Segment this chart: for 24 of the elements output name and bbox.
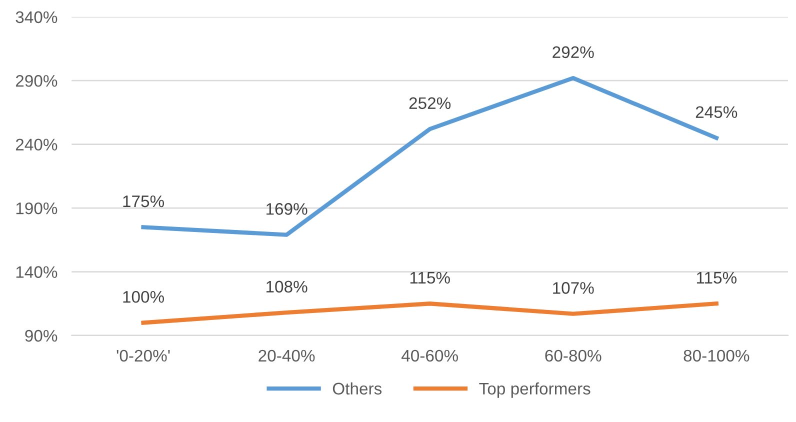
data-label: 292% <box>552 46 594 58</box>
data-label: 115% <box>410 272 450 284</box>
x-tick-label: '0-20%' <box>116 350 170 362</box>
data-label: 115% <box>696 272 737 284</box>
legend-label: Top performers <box>479 382 590 398</box>
x-tick-label: 40-60% <box>402 350 458 362</box>
y-tick-label: 90% <box>25 330 58 342</box>
y-tick-label: 340% <box>16 11 58 24</box>
y-tick-label: 140% <box>16 266 58 278</box>
x-tick-label: 60-80% <box>545 350 602 362</box>
data-label: 169% <box>266 203 308 215</box>
data-label: 100% <box>123 290 164 303</box>
data-label: 252% <box>409 97 451 110</box>
x-tick-label: 20-40% <box>258 350 315 362</box>
y-tick-label: 290% <box>16 75 58 87</box>
x-tick-label: 80-100% <box>684 350 750 362</box>
data-label: 107% <box>553 282 594 294</box>
y-tick-label: 240% <box>16 138 58 151</box>
legend-label: Others <box>332 382 382 395</box>
y-tick-label: 190% <box>16 202 58 214</box>
data-label: 245% <box>696 106 738 118</box>
line-series <box>141 302 718 325</box>
data-label: 108% <box>266 280 308 293</box>
data-label: 175% <box>123 195 164 208</box>
